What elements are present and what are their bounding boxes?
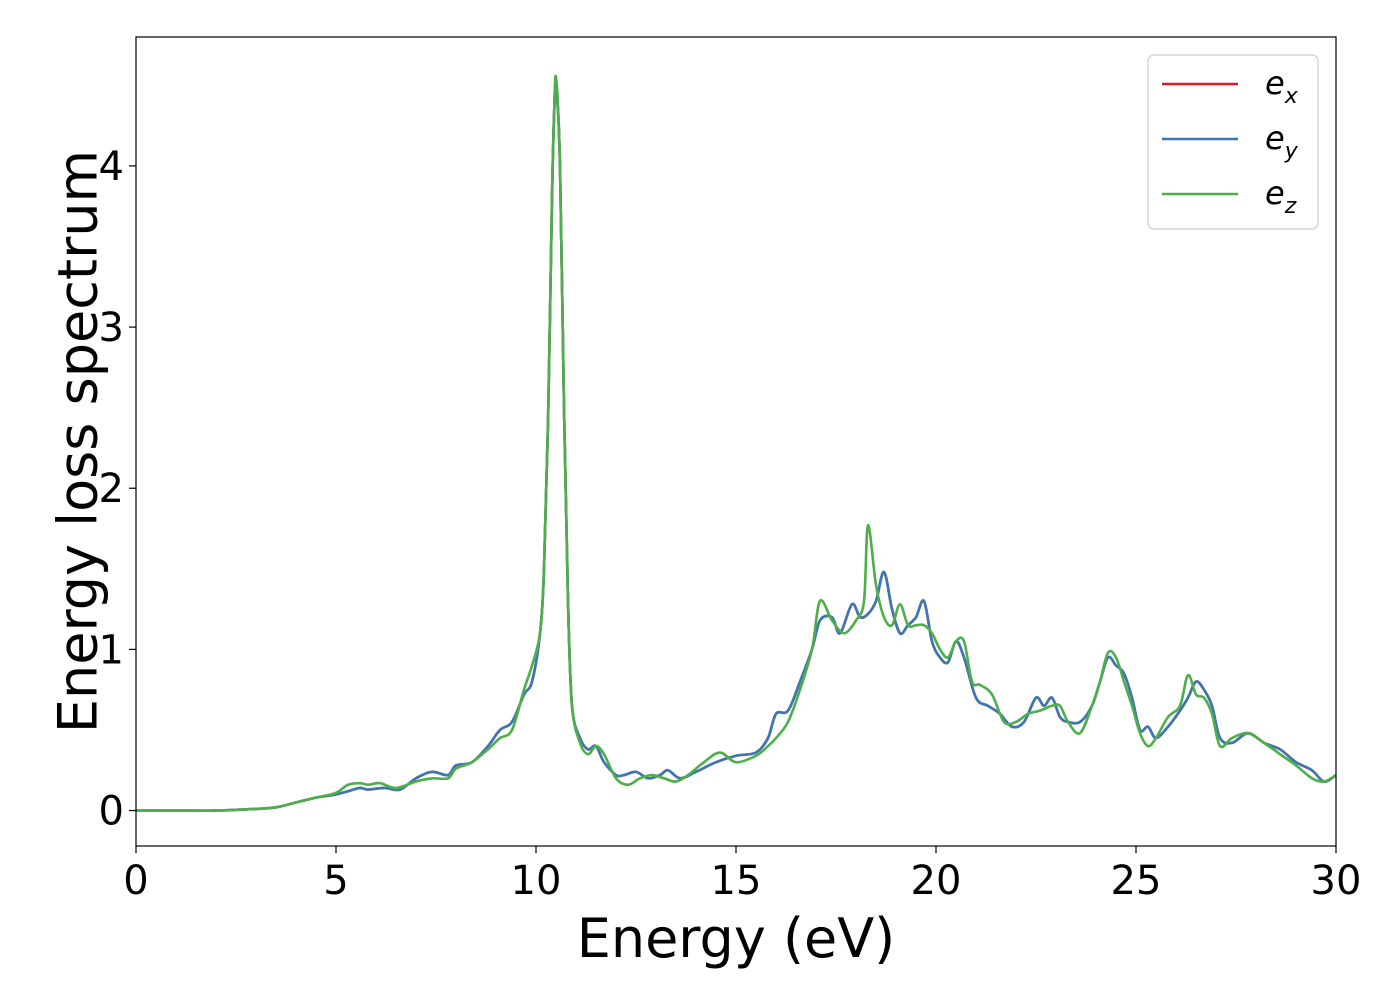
- x-tick-label: 5: [323, 858, 348, 904]
- legend-label-base: e: [1265, 174, 1285, 212]
- x-tick-label: 20: [911, 858, 962, 904]
- x-axis-label: Energy (eV): [577, 907, 896, 970]
- y-axis-label: Energy loss spectrum: [47, 150, 110, 733]
- x-tick-label: 30: [1311, 858, 1362, 904]
- legend-label-base: e: [1265, 119, 1285, 157]
- y-tick-label: 4: [99, 144, 124, 190]
- legend-label-subscript: x: [1284, 84, 1299, 109]
- y-axis-ticks: 0 1 2 3 4: [99, 144, 136, 835]
- x-tick-label: 15: [711, 858, 762, 904]
- y-tick-label: 1: [99, 627, 124, 673]
- y-tick-label: 3: [99, 305, 124, 351]
- legend-label-base: e: [1265, 64, 1285, 102]
- x-tick-label: 10: [511, 858, 562, 904]
- x-tick-label: 25: [1111, 858, 1162, 904]
- series-line-z: [136, 74, 1336, 812]
- legend-label-x: ex: [1265, 64, 1299, 109]
- series-layer: [136, 74, 1336, 812]
- y-tick-label: 2: [99, 466, 124, 512]
- legend-box: [1147, 54, 1319, 230]
- x-axis-ticks: 0 5 10 15 20 25 30: [123, 846, 1361, 904]
- legend-label-subscript: y: [1284, 139, 1299, 164]
- y-tick-label: 0: [99, 789, 124, 835]
- x-tick-label: 0: [123, 858, 148, 904]
- series-line-y: [136, 82, 1336, 812]
- legend-label-y: ey: [1265, 119, 1299, 164]
- legend-label-z: ez: [1265, 174, 1297, 219]
- legend-label-subscript: z: [1284, 194, 1297, 219]
